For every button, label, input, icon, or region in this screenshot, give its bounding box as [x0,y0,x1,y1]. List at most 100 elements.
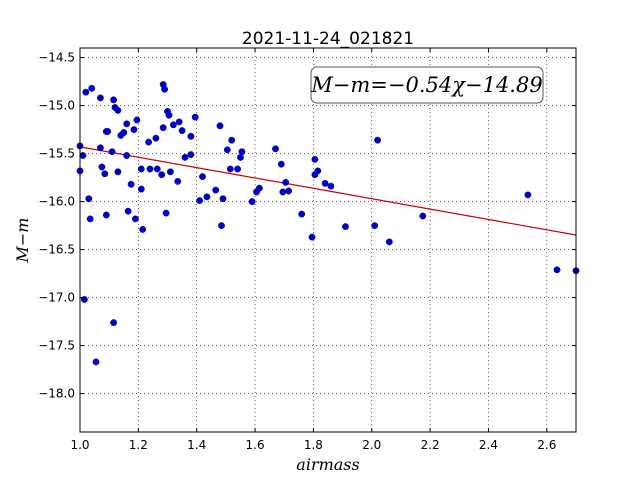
data-point [104,128,112,135]
data-point [114,168,122,176]
data-point [153,165,161,173]
data-point [139,225,147,233]
data-point [120,129,128,136]
data-point [97,94,104,102]
y-tick-label: −14.5 [38,51,75,65]
data-point [124,207,132,215]
data-point [321,179,329,187]
data-point [199,173,206,181]
y-tick-label: −15.0 [38,99,75,113]
data-point [196,197,204,205]
data-point [272,145,279,153]
y-tick-label: −18.0 [38,387,75,401]
data-point [234,165,242,173]
data-point [137,185,145,193]
data-point [277,160,285,168]
data-point [327,182,335,190]
data-point [181,153,189,161]
data-point [237,153,244,161]
fit-equation: M−m=−0.54χ−14.89 [310,73,542,97]
y-tick-label: −16.5 [38,243,75,257]
data-point [226,165,234,173]
data-point [371,222,379,230]
data-point [114,107,122,114]
data-point [110,319,118,326]
y-axis-ticks: −14.5 −15.0 −15.5 −16.0 −16.5 −17.0 −17.5 −18.0 [38,51,576,401]
data-point [298,210,306,218]
data-point [228,136,236,144]
data-points [76,81,580,366]
data-point [212,186,220,194]
data-point [108,148,116,156]
fit-legend: M−m=−0.54χ−14.89 [310,66,544,104]
data-point [161,85,169,93]
y-tick-label: −16.0 [38,195,75,209]
data-point [85,195,93,203]
x-tick-label: 1.0 [70,438,89,452]
data-point [97,144,104,152]
fit-legend-box [310,66,544,104]
x-tick-label: 2.0 [362,438,381,452]
plot-frame [79,47,577,433]
data-point [152,134,160,142]
data-point [219,195,227,203]
data-point [311,155,319,163]
data-point [158,171,166,179]
data-point [127,180,135,188]
data-point [146,165,154,173]
data-point [123,152,131,159]
data-point [123,120,131,128]
data-point [216,122,224,130]
x-tick-label: 2.4 [479,438,498,452]
data-point [145,138,153,146]
data-point [178,127,186,135]
data-point [248,198,256,206]
x-tick-label: 2.6 [537,438,556,452]
data-point [133,116,141,124]
y-tick-label: −15.5 [38,147,75,161]
fit-line-group [79,146,577,236]
grid [79,48,576,432]
data-point [102,211,110,219]
data-point [174,177,182,185]
data-point [255,184,263,192]
x-tick-label: 1.2 [129,438,148,452]
data-point [191,113,199,121]
y-tick-label: −17.5 [38,339,75,353]
data-point [137,165,145,173]
data-point [187,151,195,159]
x-axis-label: airmass [296,455,359,474]
data-point [86,215,94,223]
x-tick-label: 1.8 [304,438,323,452]
y-tick-label: −17.0 [38,291,75,305]
x-tick-label: 2.2 [421,438,440,452]
data-point [130,126,138,134]
data-point [385,238,393,246]
chart-title: 2021-11-24_021821 [242,29,414,49]
data-point [285,187,292,195]
data-point [238,148,246,156]
data-point [187,132,195,140]
y-axis-label: M−m [13,218,32,264]
data-point [314,167,322,175]
x-tick-label: 1.4 [187,438,206,452]
data-point [166,168,174,176]
data-point [203,193,211,201]
x-axis-ticks: 1.0 1.2 1.4 1.6 1.8 2.0 2.2 2.4 2.6 [70,48,556,452]
fit-line [79,146,577,236]
data-point [159,124,167,132]
data-point [553,266,561,274]
data-point [374,136,381,144]
x-tick-label: 1.6 [246,438,265,452]
data-point [218,222,225,230]
data-point [419,212,427,220]
data-point [223,146,231,154]
data-point [88,84,96,92]
data-point [175,118,183,126]
data-point [342,223,349,231]
data-point [162,209,170,217]
data-point [92,358,100,366]
data-point [165,111,173,119]
data-point [131,215,139,223]
